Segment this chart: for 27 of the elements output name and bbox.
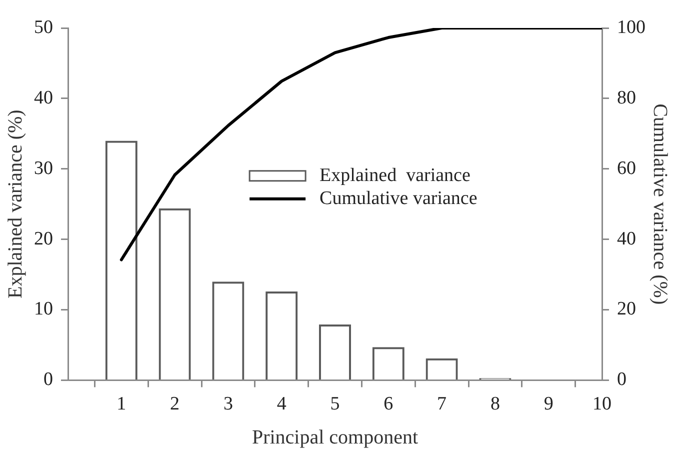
x-tick-label: 8 <box>490 394 500 415</box>
legend-label: Explained variance <box>320 164 470 186</box>
y-tick-label: 20 <box>34 228 53 250</box>
legend-label: Cumulative variance <box>320 188 478 209</box>
y-tick-label: 40 <box>34 87 53 108</box>
y2-tick-label: 60 <box>617 158 636 179</box>
y2-tick-label: 20 <box>617 298 636 320</box>
y2-tick-label: 80 <box>617 87 636 108</box>
y2-tick-label: 0 <box>617 369 626 390</box>
y-tick-label: 50 <box>34 16 53 38</box>
y-tick-label: 30 <box>34 158 53 179</box>
x-tick-label: 7 <box>437 394 447 415</box>
y-axis-title: Explained variance (%) <box>4 110 26 298</box>
x-tick-label: 6 <box>384 394 394 415</box>
x-tick-label: 10 <box>592 394 612 415</box>
y-tick-label: 0 <box>44 369 53 390</box>
y2-tick-label: 100 <box>617 16 646 38</box>
x-tick-label: 4 <box>276 394 287 415</box>
x-tick-label: 3 <box>223 394 233 415</box>
y2-axis-title: Cumulative variance (%) <box>648 104 671 305</box>
x-axis-title: Principal component <box>252 426 418 448</box>
x-tick-label: 9 <box>544 394 554 415</box>
y2-tick-label: 40 <box>617 228 636 250</box>
y-tick-label: 10 <box>34 298 53 320</box>
x-tick-label: 2 <box>170 394 180 415</box>
x-tick-label: 5 <box>330 394 340 415</box>
x-tick-label: 1 <box>116 394 126 415</box>
